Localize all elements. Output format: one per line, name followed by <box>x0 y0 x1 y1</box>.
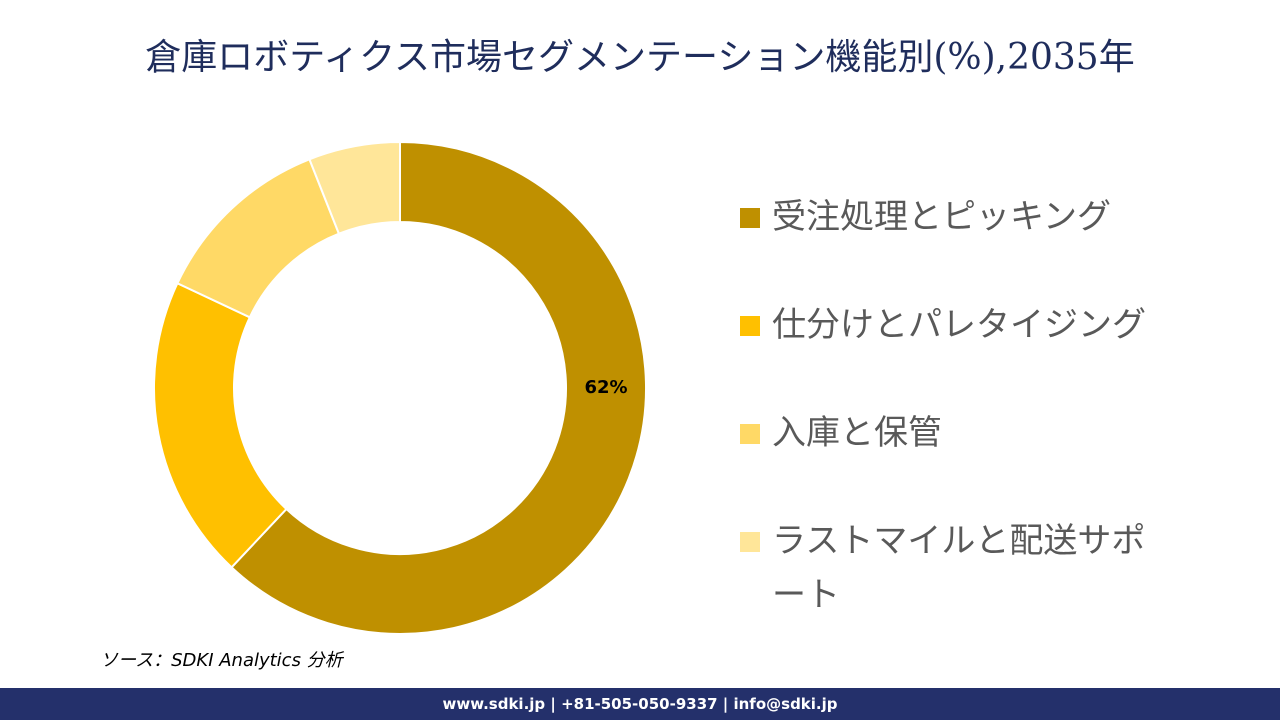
legend-label: 受注処理とピッキング <box>772 197 1111 237</box>
legend-item: 入庫と保管 <box>740 406 1160 460</box>
legend-item: ラストマイルと配送サポート <box>740 514 1160 622</box>
legend-label: 仕分けとパレタイジング <box>772 305 1146 345</box>
source: ソース：SDKI Analytics 分析 <box>100 650 343 671</box>
legend-swatch <box>740 208 760 228</box>
legend-swatch <box>740 532 760 552</box>
legend-label: ラストマイルと配送サポート <box>772 521 1146 615</box>
legend-item: 受注処理とピッキング <box>740 190 1160 244</box>
legend-item: 仕分けとパレタイジング <box>740 298 1160 352</box>
donut-segment <box>153 281 288 569</box>
chart: 62% <box>153 140 647 635</box>
donut-segment <box>308 140 401 235</box>
legend-swatch <box>740 316 760 336</box>
legend-swatch <box>740 424 760 444</box>
chart-title: 倉庫ロボティクス市場セグメンテーション機能別(%),2035年 <box>145 37 1135 78</box>
data-label: 62% <box>584 377 627 398</box>
donut-segment <box>230 140 647 635</box>
footer: www.sdki.jp | +81-505-050-9337 | info@sd… <box>0 688 1280 720</box>
legend-label: 入庫と保管 <box>772 413 942 453</box>
legend: 受注処理とピッキング 仕分けとパレタイジング 入庫と保管ラストマイルと配送サポート <box>740 190 1160 676</box>
donut-segment <box>176 157 341 319</box>
